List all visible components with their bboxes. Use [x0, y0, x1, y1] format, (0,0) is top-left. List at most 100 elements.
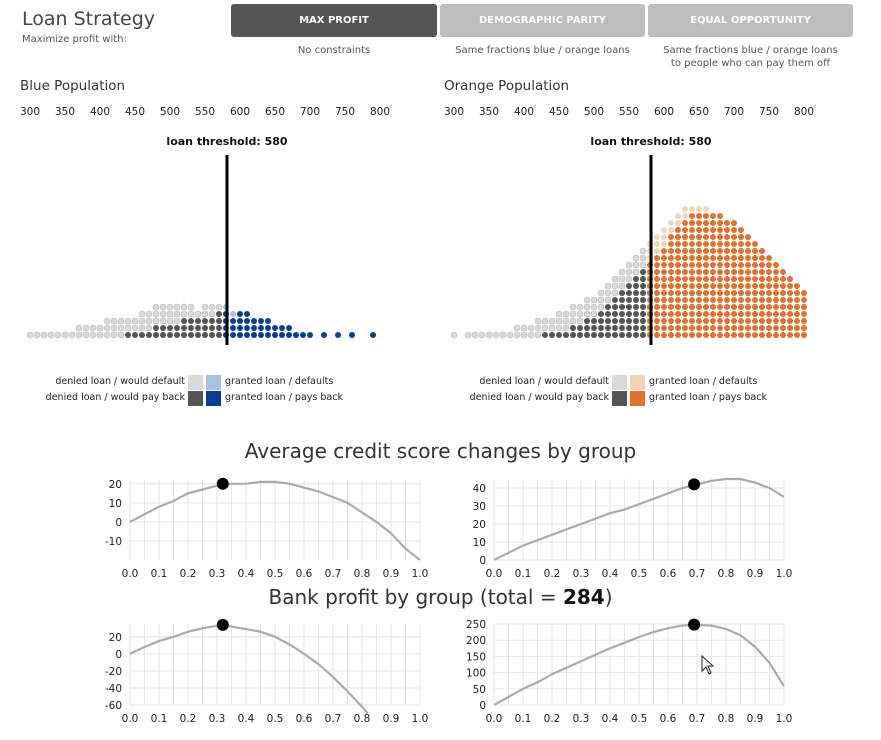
x-tick-label: 0.9: [383, 568, 400, 580]
population-dot: [89, 324, 97, 332]
population-dot: [471, 331, 479, 339]
population-dot: [583, 296, 591, 304]
population-dot: [794, 290, 800, 296]
population-dot: [82, 331, 90, 339]
population-dot: [710, 213, 716, 219]
population-dot: [464, 331, 472, 339]
population-dot: [450, 331, 458, 339]
selected-point-marker[interactable]: [688, 618, 701, 631]
population-dot: [216, 311, 222, 317]
population-dot: [724, 290, 730, 296]
population-dot: [689, 206, 695, 212]
profit-title-prefix: Bank profit by group (total =: [268, 585, 563, 609]
population-dot: [626, 318, 632, 324]
population-dot: [759, 325, 765, 331]
population-dot: [492, 331, 500, 339]
population-dot: [661, 325, 667, 331]
population-dot: [689, 311, 695, 317]
population-dot: [244, 332, 250, 338]
population-dot: [75, 324, 83, 332]
population-dot: [562, 324, 570, 332]
population-dot: [110, 331, 118, 339]
population-dot: [668, 262, 674, 268]
population-dot: [745, 332, 751, 338]
population-dot: [675, 325, 681, 331]
population-dot: [661, 304, 667, 310]
population-dot: [794, 325, 800, 331]
population-dot: [166, 317, 174, 325]
selected-point-marker[interactable]: [688, 478, 701, 491]
population-dot: [787, 311, 793, 317]
population-dot: [752, 269, 758, 275]
population-dot: [668, 290, 674, 296]
population-dot: [661, 227, 667, 233]
population-dot: [675, 220, 681, 226]
population-dot: [689, 227, 695, 233]
population-dot: [710, 297, 716, 303]
population-dot: [696, 269, 702, 275]
x-tick-label: 0.8: [718, 713, 735, 725]
population-dot: [576, 303, 584, 311]
population-dot: [682, 332, 688, 338]
population-dot: [626, 332, 632, 338]
population-dot: [675, 255, 681, 261]
population-dot: [682, 241, 688, 247]
population-dot: [132, 332, 138, 338]
population-dot: [485, 331, 493, 339]
population-dot: [195, 332, 201, 338]
selected-point-marker[interactable]: [216, 618, 229, 631]
population-dot: [117, 317, 125, 325]
population-dot: [520, 324, 528, 332]
population-dot: [370, 332, 376, 338]
tab-equal-opportunity[interactable]: EQUAL OPPORTUNITY: [648, 4, 853, 37]
population-dot: [576, 317, 584, 325]
population-dot: [710, 262, 716, 268]
population-dot: [160, 332, 166, 338]
population-dot: [145, 324, 153, 332]
legend-swatch-granted-default: [206, 375, 221, 390]
tab-desc-equal-opportunity: Same fractions blue / orange loans to pe…: [663, 45, 838, 69]
population-dot: [710, 255, 716, 261]
population-dot: [745, 283, 751, 289]
population-dot: [187, 310, 195, 318]
population-dot: [555, 324, 563, 332]
population-dot: [202, 332, 208, 338]
population-dot: [752, 276, 758, 282]
tab-demographic-parity[interactable]: DEMOGRAPHIC PARITY: [440, 4, 645, 37]
tab-max-profit[interactable]: MAX PROFIT: [231, 4, 437, 37]
population-dot: [682, 262, 688, 268]
population-dot: [258, 325, 264, 331]
population-dot: [668, 248, 674, 254]
population-dot: [668, 332, 674, 338]
legend-swatch-denied-pay: [188, 391, 203, 406]
population-dot: [619, 304, 625, 310]
population-dot: [139, 332, 145, 338]
population-dot: [570, 332, 576, 338]
population-dot: [556, 332, 562, 338]
threshold-label: loan threshold: 580: [590, 135, 712, 148]
population-dot: [661, 290, 667, 296]
population-dot: [752, 318, 758, 324]
population-dot: [738, 325, 744, 331]
threshold-label: loan threshold: 580: [166, 135, 288, 148]
population-dot: [668, 255, 674, 261]
population-dot: [703, 227, 709, 233]
population-dot: [173, 310, 181, 318]
selected-point-marker[interactable]: [216, 477, 229, 490]
population-dot: [703, 332, 709, 338]
population-dot: [591, 332, 597, 338]
population-dot: [527, 324, 535, 332]
population-dot: [696, 206, 702, 212]
y-tick-label: 20: [109, 632, 122, 644]
population-dot: [766, 311, 772, 317]
population-dot: [682, 318, 688, 324]
line-chart-3: 20 0 -20 -40 -600.0 0.1 0.2 0.3 0.4 0.5 0.6 0.7 0.8 0…: [105, 618, 428, 725]
population-dot: [689, 255, 695, 261]
population-dot: [612, 332, 618, 338]
y-tick-label: -60: [105, 700, 122, 712]
axis-tick-label: 450: [549, 106, 569, 118]
population-dot: [696, 276, 702, 282]
population-dot: [724, 325, 730, 331]
population-dot: [117, 324, 125, 332]
